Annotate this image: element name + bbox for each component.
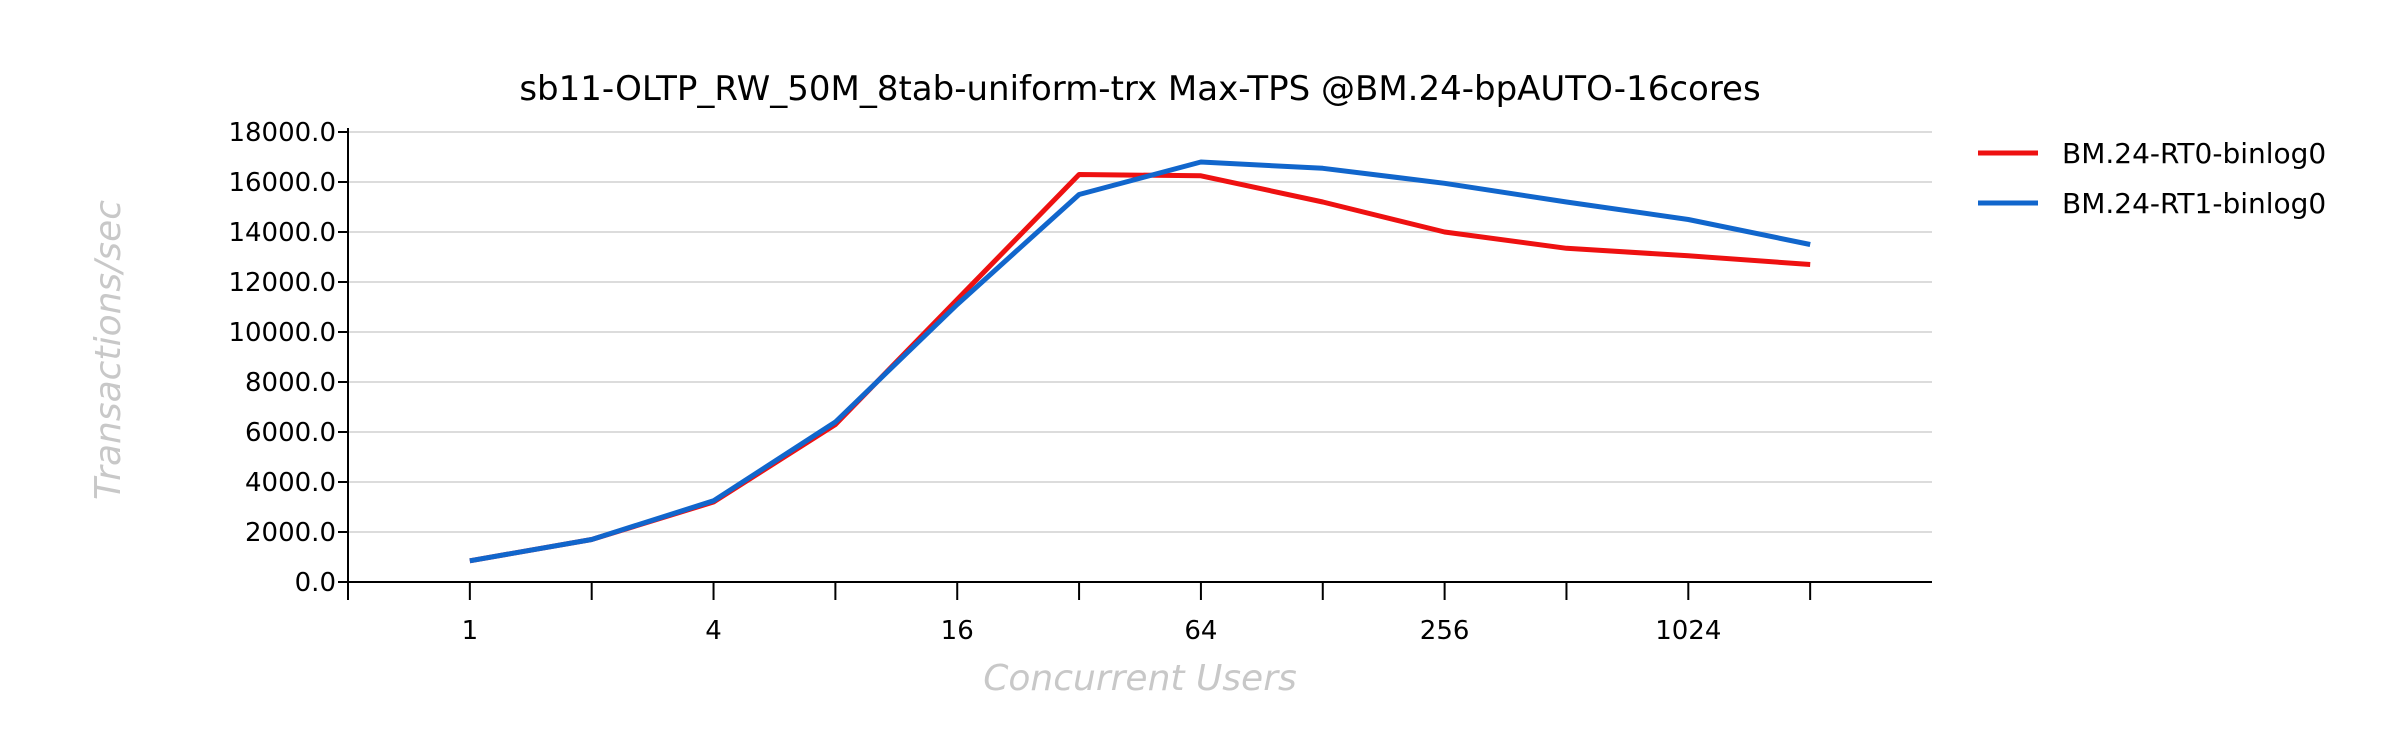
series-lines	[469, 159, 1811, 564]
y-tick-label: 4000.0	[245, 468, 336, 498]
x-tick-label: 256	[1420, 616, 1470, 646]
y-tick-label: 2000.0	[245, 518, 336, 548]
chart-title: sb11-OLTP_RW_50M_8tab-uniform-trx Max-TP…	[519, 69, 1760, 109]
x-axis-label: Concurrent Users	[983, 658, 1297, 699]
y-tick-label: 12000.0	[228, 268, 336, 298]
y-tick-label: 16000.0	[228, 168, 336, 198]
x-tick-label: 16	[941, 616, 974, 646]
series-line-BM.24-RT1-binlog0	[469, 159, 1811, 564]
legend-label: BM.24-RT0-binlog0	[2062, 137, 2326, 170]
gridlines	[348, 131, 1932, 533]
x-tick-label: 64	[1184, 616, 1217, 646]
legend-label: BM.24-RT1-binlog0	[2062, 187, 2326, 220]
axes	[338, 128, 1932, 600]
x-tick-label: 4	[705, 616, 722, 646]
x-tick-label: 1024	[1655, 616, 1721, 646]
y-axis-label: Transactions/sec	[88, 200, 129, 500]
y-tick-label: 10000.0	[228, 318, 336, 348]
y-tick-label: 6000.0	[245, 418, 336, 448]
x-tick-label: 1	[462, 616, 479, 646]
y-tick-label: 8000.0	[245, 368, 336, 398]
y-tick-label: 18000.0	[228, 118, 336, 148]
tick-labels: 0.0 2000.0 4000.0 6000.0 8000.0 10000.0 12000.…	[228, 118, 1721, 646]
legend: BM.24-RT0-binlog0 BM.24-RT1-binlog0	[1978, 137, 2326, 220]
y-tick-label: 14000.0	[228, 218, 336, 248]
y-tick-label: 0.0	[295, 568, 336, 598]
